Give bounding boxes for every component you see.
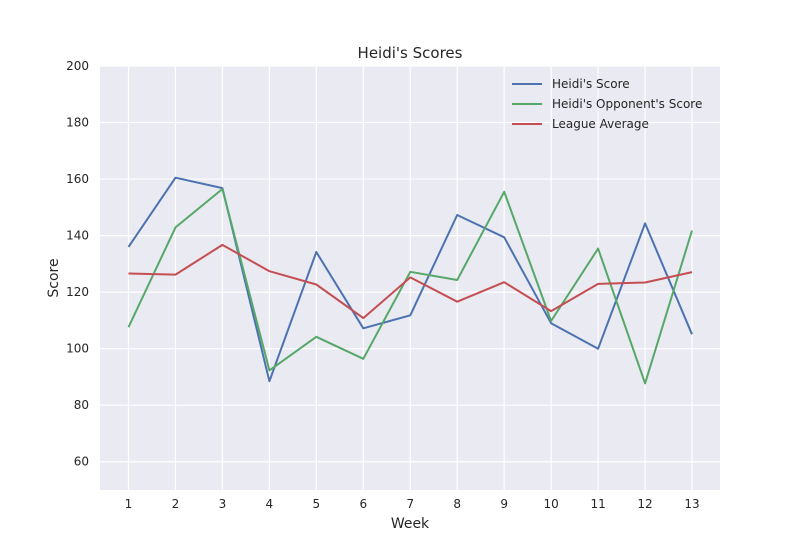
x-axis-label: Week [391,516,430,532]
x-tick-labels: 1 2 3 4 5 6 7 8 9 10 11 12 13 [125,497,700,511]
legend-label: Heidi's Opponent's Score [552,97,702,111]
x-tick-label: 1 [125,497,133,511]
x-tick-label: 3 [219,497,227,511]
y-tick-label: 100 [66,342,89,356]
series [127,176,693,385]
x-tick-label: 4 [266,497,274,511]
x-tick-label: 10 [543,497,558,511]
y-tick-label: 120 [66,285,89,299]
x-tick-label: 5 [313,497,321,511]
chart-title: Heidi's Scores [358,44,463,62]
legend-label: League Average [552,117,649,131]
y-tick-label: 60 [74,455,89,469]
x-tick-label: 6 [359,497,367,511]
series-line-2 [127,188,693,385]
y-axis-label: Score [46,258,62,297]
x-tick-label: 7 [406,497,414,511]
y-tick-labels: 60 80 100 120 140 160 180 200 [66,59,89,469]
y-tick-label: 200 [66,59,89,73]
x-tick-label: 2 [172,497,180,511]
legend-label: Heidi's Score [552,77,630,91]
y-tick-label: 140 [66,229,89,243]
series-line-3 [128,243,693,320]
y-tick-label: 160 [66,172,89,186]
x-tick-label: 9 [500,497,508,511]
y-tick-label: 180 [66,116,89,130]
y-tick-label: 80 [74,398,89,412]
x-tick-label: 13 [684,497,699,511]
x-tick-label: 11 [590,497,605,511]
x-tick-label: 8 [453,497,461,511]
legend: Heidi's Score Heidi's Opponent's Score Lea… [512,77,702,131]
grid [100,65,720,490]
x-tick-label: 12 [637,497,652,511]
